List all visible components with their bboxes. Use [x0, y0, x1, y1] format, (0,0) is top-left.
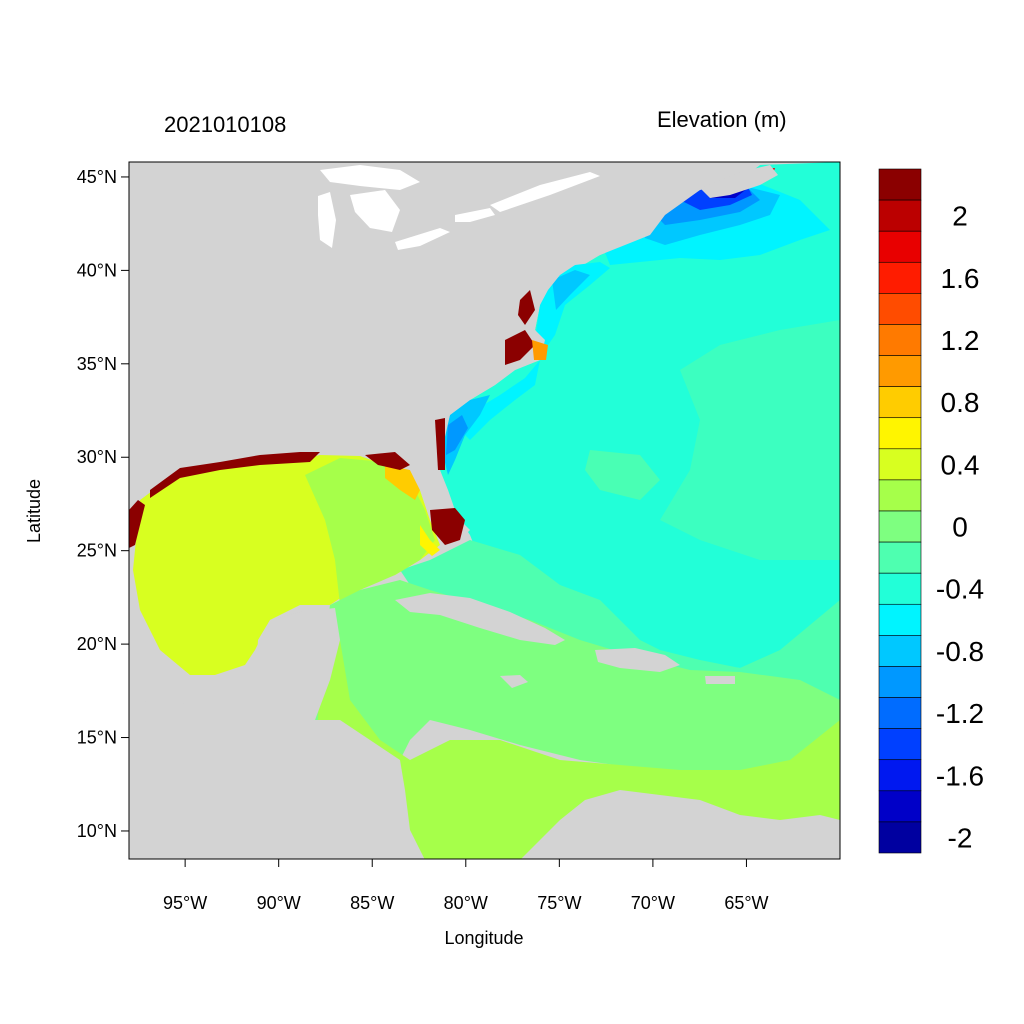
- y-tick-label: 40°N: [77, 260, 117, 280]
- cuba: [395, 593, 565, 645]
- carolina-surge: [505, 330, 535, 365]
- y-tick-label: 15°N: [77, 728, 117, 748]
- colorbar-swatch: [878, 324, 922, 356]
- south-florida-surge: [430, 508, 465, 545]
- colorbar-swatch: [878, 479, 922, 512]
- colorbar-label: 1.2: [941, 325, 980, 356]
- colorbar-swatch: [878, 168, 922, 201]
- colorbar-label: 0.4: [941, 449, 980, 480]
- colorbar-label: 0.8: [941, 387, 980, 418]
- colorbar-label: 1.6: [941, 263, 980, 294]
- colorbar-swatch: [878, 666, 922, 698]
- colorbar-label: -1.6: [936, 760, 984, 791]
- colorbar-label: 0: [952, 512, 968, 543]
- atlantic-patch-east: [660, 320, 840, 560]
- nova-scotia-land: [700, 165, 778, 198]
- colorbar-swatch: [878, 790, 922, 823]
- colorbar-swatch: [878, 417, 922, 450]
- colorbar-label: -0.8: [936, 636, 984, 667]
- colorbar-swatch: [878, 510, 922, 543]
- colorbar-swatch: [878, 448, 922, 481]
- y-tick-label: 30°N: [77, 447, 117, 467]
- map-layer: [129, 162, 840, 859]
- hispaniola: [595, 648, 680, 672]
- colorbar-swatch: [878, 386, 922, 419]
- x-axis-label: Longitude: [444, 928, 523, 948]
- big-bend-surge: [365, 452, 410, 470]
- colorbar-swatch: [878, 635, 922, 667]
- date-title: 2021010108: [164, 112, 287, 137]
- lake-superior: [320, 165, 420, 190]
- y-tick-label: 25°N: [77, 541, 117, 561]
- caribbean-sea: [315, 580, 840, 780]
- lake-erie: [395, 228, 450, 250]
- colorbar-swatch: [878, 728, 922, 761]
- colorbar-swatch: [878, 355, 922, 387]
- colorbar-label: 2: [952, 201, 968, 232]
- colorbar-swatch: [878, 697, 922, 729]
- colorbar-swatch: [878, 821, 922, 854]
- x-tick-label: 70°W: [631, 893, 675, 913]
- plot-frame: [128, 161, 841, 860]
- x-tick-label: 85°W: [350, 893, 394, 913]
- gulf-east: [305, 458, 435, 605]
- colorbar-swatch: [878, 541, 922, 574]
- colorbar-swatch: [878, 199, 922, 232]
- y-tick-label: 20°N: [77, 634, 117, 654]
- lake-huron: [350, 190, 400, 232]
- y-tick-label: 35°N: [77, 354, 117, 374]
- texas-surge: [129, 500, 145, 548]
- y-axis-label: Latitude: [24, 479, 44, 543]
- colorbar-swatch: [878, 572, 922, 605]
- florida-west-surge-2: [420, 525, 440, 556]
- yucatan: [255, 608, 340, 720]
- x-tick-label: 75°W: [537, 893, 581, 913]
- lake-ontario: [455, 208, 495, 222]
- units-title: Elevation (m): [657, 107, 787, 132]
- y-axis: 45°N 40°N 35°N 30°N 25°N 20°N 15°N 10°N: [77, 167, 129, 841]
- florida-west-surge: [385, 465, 420, 500]
- chesapeake-surge: [518, 290, 535, 325]
- louisiana-surge: [150, 452, 320, 498]
- georgia-coast: [442, 395, 490, 475]
- st-lawrence: [490, 172, 600, 212]
- y-tick-label: 10°N: [77, 821, 117, 841]
- colorbar-label: -2: [948, 822, 973, 853]
- lake-michigan: [318, 192, 336, 248]
- colorbar-swatch: [878, 293, 922, 325]
- us-southeast-land: [129, 162, 760, 525]
- south-america: [521, 790, 840, 859]
- jamaica: [500, 675, 528, 688]
- x-tick-label: 80°W: [444, 893, 488, 913]
- georgia-coast-2: [446, 415, 468, 455]
- x-tick-label: 65°W: [724, 893, 768, 913]
- colorbar-label: -0.4: [936, 574, 984, 605]
- x-tick-label: 90°W: [257, 893, 301, 913]
- colorbar-swatch: [878, 230, 922, 263]
- colorbar: 2 1.6 1.2 0.8 0.4 0 -0.4 -0.8 -1.2 -1.6 -2: [878, 168, 984, 854]
- carolina-pos: [532, 340, 548, 360]
- y-tick-label: 45°N: [77, 167, 117, 187]
- east-coast-surge-1: [435, 418, 445, 470]
- mid-atlantic-coast-2: [552, 270, 590, 310]
- carolina-coast: [460, 360, 540, 440]
- colorbar-swatch: [878, 261, 922, 294]
- central-america: [129, 690, 425, 859]
- colorbar-swatch: [878, 759, 922, 792]
- colorbar-swatch: [878, 603, 922, 636]
- atlantic-patch: [585, 450, 660, 500]
- colorbar-label: -1.2: [936, 698, 984, 729]
- x-axis: 95°W 90°W 85°W 80°W 75°W 70°W 65°W: [163, 859, 769, 913]
- puerto-rico: [705, 676, 735, 684]
- bahamas-shelf: [400, 540, 840, 705]
- x-tick-label: 95°W: [163, 893, 207, 913]
